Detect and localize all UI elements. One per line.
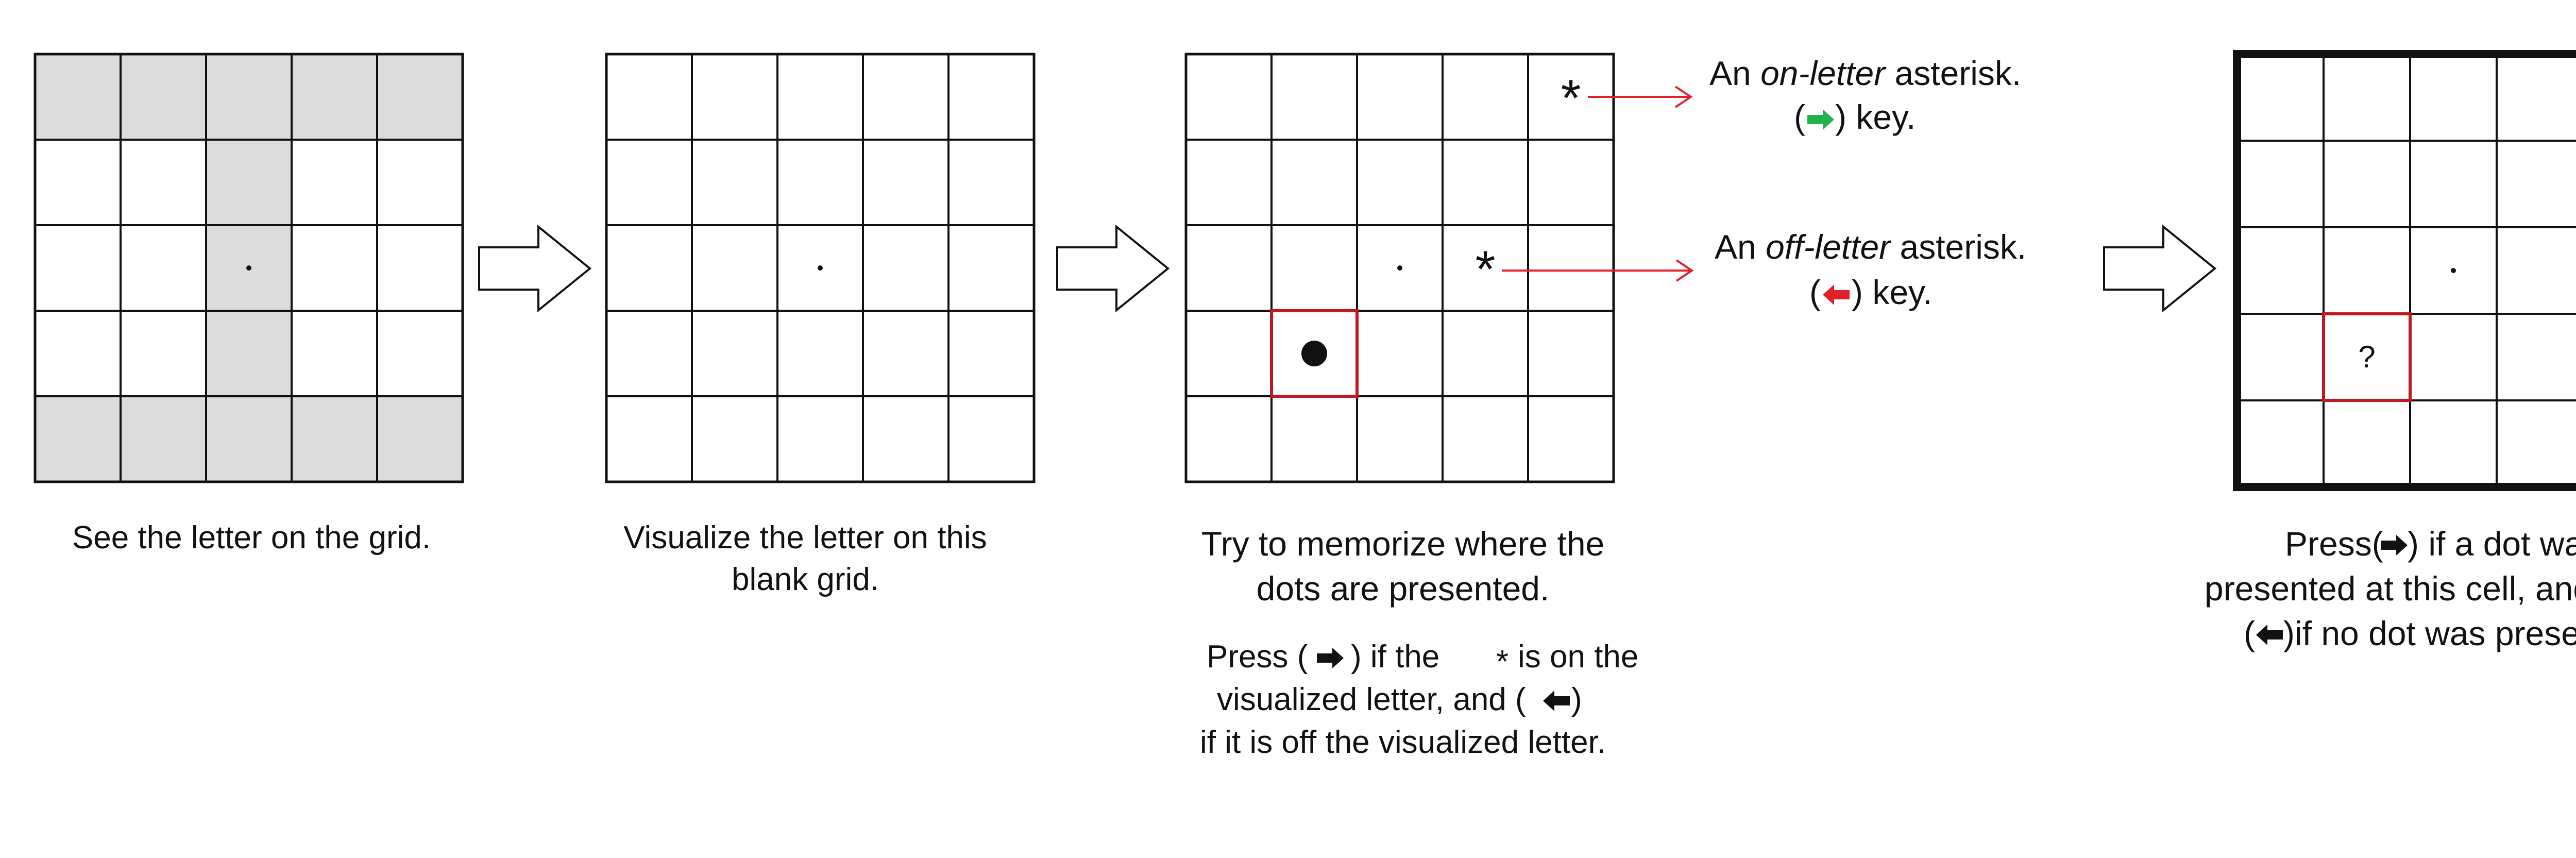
panel-3-caption-line-2: dots are presented. [1257, 569, 1550, 608]
question-mark: ? [2358, 340, 2375, 374]
next-step-arrow [2103, 224, 2217, 313]
fixation-dot [818, 265, 823, 271]
panel-4-caption-line-1-b: ) if a dot was [2408, 525, 2576, 563]
shaded-cell [206, 140, 292, 225]
on-letter-label: An on-letter asterisk. [1709, 54, 2021, 92]
shaded-cell [121, 54, 206, 140]
probe-grid: ** [1184, 53, 1615, 483]
fixation-dot [2451, 268, 2456, 273]
panel-see-letter: See the letter on the grid. [33, 53, 464, 556]
fixation-dot [1397, 265, 1402, 271]
panel-4-caption-line-2: presented at this cell, and [2205, 569, 2576, 608]
panel-4-caption-line-3-a: ( [2244, 614, 2255, 652]
off-letter-label: An off-letter asterisk. [1715, 228, 2026, 266]
off-letter-annotation: An off-letter asterisk. ( ) key. [1502, 228, 2026, 311]
shaded-cell [35, 54, 121, 140]
memory-dot [1301, 341, 1327, 366]
left-arrow-key-icon [2256, 625, 2283, 645]
instruction-line-3: if it is off the visualized letter. [1200, 725, 1606, 760]
next-step-arrow [478, 224, 592, 313]
shaded-cell [377, 54, 463, 140]
on-letter-pointer-head [1674, 86, 1693, 108]
on-letter-annotation: An on-letter asterisk. ( ) key. [1588, 54, 2021, 136]
shaded-cell [121, 396, 206, 482]
panel-1-caption: See the letter on the grid. [72, 520, 431, 556]
on-letter-key-open: ( [1794, 98, 1805, 136]
shaded-cell [35, 396, 121, 482]
fixation-dot [246, 265, 251, 271]
panel-2-caption-line-1: Visualize the letter on this [623, 520, 987, 556]
green-right-arrow-icon [1807, 109, 1834, 130]
blank-grid [605, 53, 1036, 483]
panel-memorize-dots: ** Try to memorize where the dots are pr… [1184, 53, 1638, 760]
panel-visualize-letter: Visualize the letter on this blank grid. [605, 53, 1036, 597]
grid-border [2233, 50, 2576, 491]
panel-2-caption-line-2: blank grid. [732, 562, 879, 597]
next-step-arrow [1056, 224, 1170, 313]
grid-border [1184, 53, 1615, 483]
shaded-cell [292, 54, 377, 140]
instruction-line-1-b: ) if the [1351, 639, 1439, 675]
right-arrow-key-icon [2381, 535, 2408, 556]
shaded-cell [206, 311, 292, 396]
asterisk-probe: * [1476, 241, 1496, 298]
off-letter-key-close: ) key. [1852, 273, 1932, 311]
shaded-cell [206, 396, 292, 482]
instruction-line-1-a: Press ( [1207, 639, 1308, 675]
red-left-arrow-icon [1823, 284, 1850, 305]
off-letter-pointer-head [1675, 259, 1694, 282]
panel-3-caption-line-1: Try to memorize where the [1201, 525, 1604, 563]
on-letter-key-close: ) key. [1835, 98, 1916, 136]
instruction-line-2-b: ) [1571, 682, 1582, 717]
right-arrow-key-icon [1317, 648, 1344, 668]
panel-4-caption-line-3-b: )if no dot was presented. [2283, 614, 2576, 652]
panel-4-caption-line-1-a: Press( [2285, 525, 2383, 563]
panel-recall-test: ? Press( ) if a dot was presented at thi… [2205, 50, 2576, 652]
letter-grid [33, 53, 464, 483]
test-grid: ? [2233, 50, 2576, 491]
left-arrow-key-icon [1543, 691, 1570, 711]
instruction-line-2-a: visualized letter, and ( [1217, 682, 1526, 717]
off-letter-key-open: ( [1809, 273, 1821, 311]
grid-border [33, 53, 464, 483]
shaded-cell [292, 396, 377, 482]
instruction-asterisk: * [1496, 644, 1509, 680]
asterisk-probe: * [1561, 70, 1581, 127]
shaded-cell [206, 54, 292, 140]
highlighted-cell [1270, 309, 1359, 398]
query-cell [2322, 312, 2412, 402]
shaded-cell [377, 396, 463, 482]
grid-border [605, 53, 1036, 483]
instruction-line-1-c: is on the [1518, 639, 1638, 675]
